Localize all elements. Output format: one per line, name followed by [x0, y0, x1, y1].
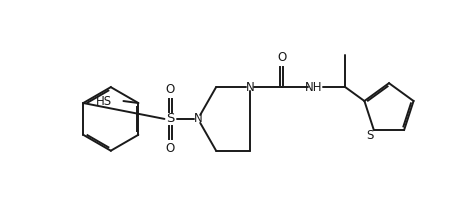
Text: S: S: [166, 112, 175, 125]
Text: NH: NH: [305, 81, 322, 94]
Text: O: O: [277, 51, 286, 64]
Text: O: O: [166, 142, 175, 155]
Text: S: S: [366, 129, 374, 142]
Text: N: N: [246, 81, 254, 94]
Text: N: N: [194, 112, 203, 125]
Text: O: O: [166, 83, 175, 96]
Text: HS: HS: [96, 95, 111, 108]
